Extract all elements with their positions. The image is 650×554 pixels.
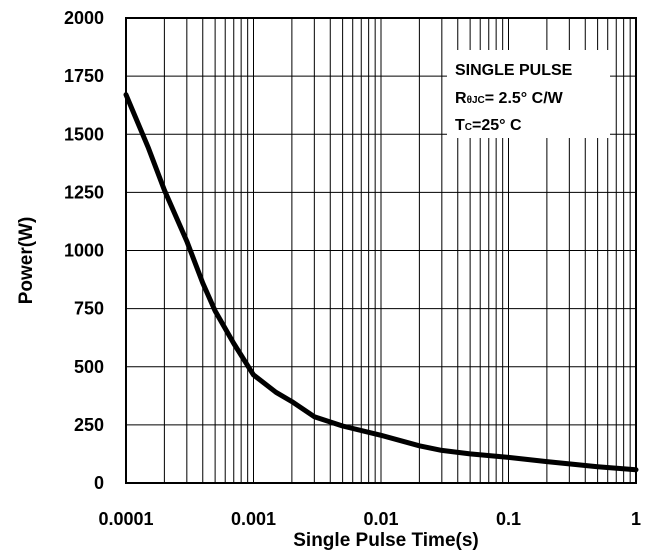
y-axis-label: Power(W)	[16, 217, 37, 305]
series-layer	[123, 92, 639, 473]
y-tick-label: 1750	[64, 66, 104, 86]
x-tick-label: 0.1	[496, 509, 521, 529]
grid-lines	[126, 18, 636, 483]
plot-frame	[125, 17, 637, 484]
annotation-t-symbol: T	[455, 117, 465, 134]
annotation-r-symbol: R	[455, 90, 467, 107]
y-tick-labels: 0 250 500 750 1000 1250 1500 1750 2000	[64, 8, 104, 493]
annotation-line-3: TC=25° C	[455, 117, 522, 134]
y-tick-label: 1250	[64, 182, 104, 202]
annotation-t-subscript: C	[465, 122, 472, 133]
annotation-line-1: SINGLE PULSE	[455, 62, 573, 79]
y-tick-label: 2000	[64, 8, 104, 28]
x-tick-label: 0.0001	[98, 509, 153, 529]
annotation-r-value: = 2.5° C/W	[485, 90, 564, 107]
y-tick-label: 750	[74, 299, 104, 319]
y-tick-label: 1000	[64, 241, 104, 261]
x-tick-label: 1	[631, 509, 641, 529]
x-tick-label: 0.001	[231, 509, 276, 529]
y-tick-label: 250	[74, 415, 104, 435]
annotation-box: SINGLE PULSE RθJC= 2.5° C/W TC=25° C	[447, 50, 610, 138]
annotation-background	[447, 50, 610, 138]
x-tick-labels: 0.0001 0.001 0.01 0.1 1	[98, 509, 641, 529]
x-tick-label: 0.01	[363, 509, 398, 529]
annotation-line-2: RθJC= 2.5° C/W	[455, 90, 564, 107]
x-axis-label: Single Pulse Time(s)	[293, 530, 478, 551]
annotation-r-subscript: θJC	[467, 95, 485, 106]
annotation-t-value: =25° C	[472, 117, 522, 134]
y-tick-label: 0	[94, 473, 104, 493]
series-line-0	[123, 92, 639, 473]
y-tick-label: 500	[74, 357, 104, 377]
y-tick-label: 1500	[64, 124, 104, 144]
